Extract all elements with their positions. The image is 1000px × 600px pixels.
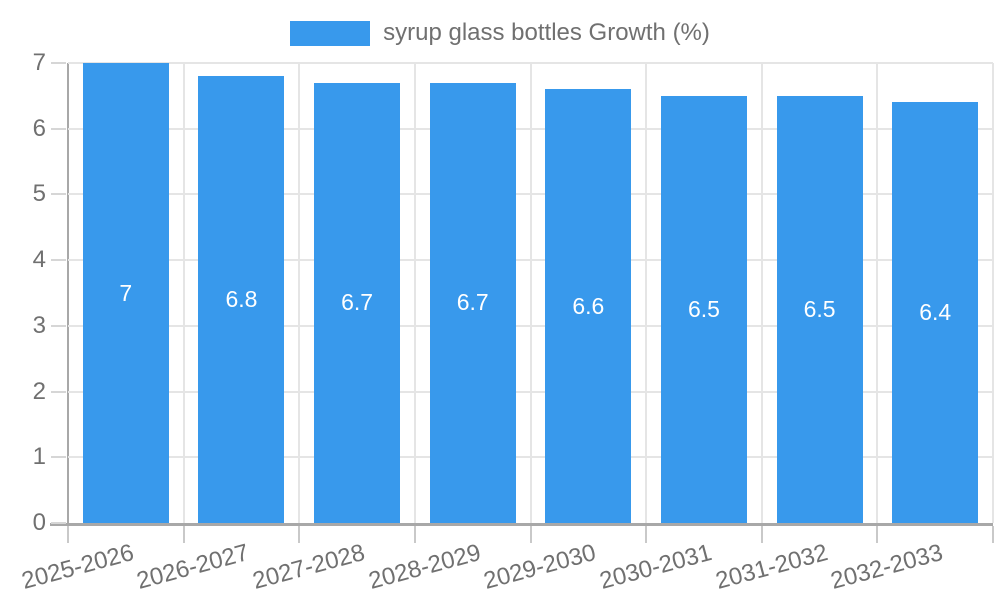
y-axis-tick bbox=[51, 324, 66, 327]
bar-value-label: 6.8 bbox=[225, 286, 258, 313]
x-axis-tick bbox=[529, 526, 532, 543]
legend-label: syrup glass bottles Growth (%) bbox=[383, 19, 710, 46]
grid-line-vertical bbox=[298, 63, 301, 523]
bar-value-label: 6.5 bbox=[687, 295, 720, 322]
bar-2031-2032[interactable]: 6.5 bbox=[776, 95, 863, 523]
legend-swatch bbox=[290, 20, 371, 46]
x-axis-tick bbox=[645, 526, 648, 543]
y-axis-tick-label: 6 bbox=[32, 114, 46, 142]
grid-line-vertical bbox=[992, 63, 994, 523]
grid-line-vertical bbox=[413, 63, 416, 523]
y-axis-tick-label: 4 bbox=[32, 246, 46, 274]
y-axis-tick bbox=[51, 456, 66, 459]
x-axis-tick bbox=[182, 526, 185, 543]
bar-2029-2030[interactable]: 6.6 bbox=[545, 89, 632, 523]
grid-line-vertical bbox=[182, 63, 185, 523]
y-axis-tick bbox=[51, 62, 66, 64]
bar-value-label: 6.6 bbox=[572, 292, 605, 319]
y-axis-tick-label: 2 bbox=[32, 377, 46, 405]
bar-2028-2029[interactable]: 6.7 bbox=[429, 82, 516, 523]
x-axis-tick bbox=[298, 526, 301, 543]
bar-2025-2026[interactable]: 7 bbox=[82, 63, 169, 523]
y-axis-tick bbox=[51, 127, 66, 130]
y-axis-tick-label: 0 bbox=[32, 509, 46, 536]
bar-2030-2031[interactable]: 6.5 bbox=[660, 95, 747, 523]
bar-value-label: 7 bbox=[119, 279, 133, 306]
y-axis-tick-label: 5 bbox=[32, 180, 46, 208]
x-axis-tick bbox=[67, 526, 69, 543]
y-axis-tick-label: 1 bbox=[32, 443, 46, 471]
x-axis-tick bbox=[413, 526, 416, 543]
grid-line-vertical bbox=[529, 63, 532, 523]
y-axis-tick bbox=[51, 522, 66, 524]
grid-line-vertical bbox=[645, 63, 648, 523]
x-axis-tick bbox=[760, 526, 763, 543]
bar-2027-2028[interactable]: 6.7 bbox=[314, 82, 401, 523]
y-axis-tick bbox=[51, 259, 66, 262]
y-axis-line bbox=[67, 63, 69, 523]
y-axis-tick-label: 7 bbox=[32, 49, 46, 76]
bar-2032-2033[interactable]: 6.4 bbox=[892, 102, 979, 523]
y-axis-tick bbox=[51, 193, 66, 196]
bar-2026-2027[interactable]: 6.8 bbox=[198, 76, 285, 523]
grid-line-vertical bbox=[876, 63, 879, 523]
bar-value-label: 6.5 bbox=[803, 295, 836, 322]
grid-line-vertical bbox=[760, 63, 763, 523]
y-axis-tick bbox=[51, 390, 66, 393]
bar-value-label: 6.4 bbox=[919, 299, 952, 326]
x-axis-line bbox=[50, 523, 993, 526]
y-axis-tick-label: 3 bbox=[32, 311, 46, 339]
bar-value-label: 6.7 bbox=[341, 289, 374, 316]
legend[interactable]: syrup glass bottles Growth (%) bbox=[0, 19, 1000, 47]
x-axis-tick bbox=[876, 526, 879, 543]
bar-value-label: 6.7 bbox=[456, 289, 489, 316]
x-axis-tick bbox=[992, 526, 994, 543]
